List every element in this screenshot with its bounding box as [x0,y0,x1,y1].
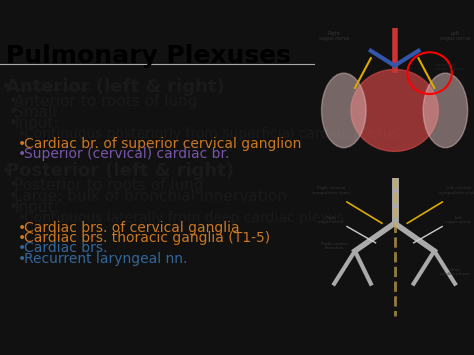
Text: Cardiac brs. thoracic ganglia (T1-5): Cardiac brs. thoracic ganglia (T1-5) [24,231,270,245]
Text: •: • [18,241,26,256]
Text: Large; bulk of bronchial innervation: Large; bulk of bronchial innervation [14,189,287,204]
Text: •: • [18,231,26,245]
Text: •: • [9,116,18,131]
Text: Cardiac brs.: Cardiac brs. [24,241,107,256]
Text: Superficial
cardiac plexus: Superficial cardiac plexus [434,62,464,71]
Text: •: • [18,147,26,162]
Text: Deep
cardiac plexus: Deep cardiac plexus [440,268,470,277]
Text: •: • [18,252,26,266]
Ellipse shape [321,73,366,148]
Text: Cardiac brs. of cervical ganglia: Cardiac brs. of cervical ganglia [24,221,239,235]
Text: •: • [9,189,18,204]
Text: Right cardiac
branches: Right cardiac branches [321,242,348,250]
Text: Left
vagus nerve: Left vagus nerve [440,31,470,41]
Text: Right
vagus nerve: Right vagus nerve [319,215,344,224]
Text: Right cervical
sympathetic chain: Right cervical sympathetic chain [312,186,350,195]
Text: •: • [0,162,11,180]
Text: Anterior to roots of lung: Anterior to roots of lung [14,94,198,109]
Text: Anterior (left & right): Anterior (left & right) [6,78,224,97]
Ellipse shape [423,73,468,148]
Text: •: • [18,137,26,151]
Text: Right
vagus nerve: Right vagus nerve [319,31,349,41]
Text: •: • [18,127,26,141]
Text: •: • [9,200,18,214]
Text: Left
vagus nerve: Left vagus nerve [446,215,471,224]
Text: Pulmonary Plexuses: Pulmonary Plexuses [6,44,291,68]
Text: Continuous laterally from deep cardiac plexus: Continuous laterally from deep cardiac p… [24,211,344,224]
Text: Input:: Input: [14,200,59,214]
Text: Input:: Input: [14,116,59,131]
Text: Posterior (left & right): Posterior (left & right) [6,162,234,180]
Text: •: • [0,78,11,97]
Text: Recurrent laryngeal nn.: Recurrent laryngeal nn. [24,252,187,266]
Text: Continuous posteriorly from superficial cardiac plexus: Continuous posteriorly from superficial … [24,127,399,141]
Text: •: • [18,211,26,224]
Text: Posterior to roots of lung: Posterior to roots of lung [14,178,204,193]
Ellipse shape [351,70,438,152]
Text: Cardiac br. of superior cervical ganglion: Cardiac br. of superior cervical ganglio… [24,137,301,151]
Text: •: • [18,221,26,235]
Text: Small: Small [14,105,57,120]
Text: •: • [9,178,18,193]
Text: Superior (cervical) cardiac br.: Superior (cervical) cardiac br. [24,147,229,162]
Text: •: • [9,94,18,109]
Text: Left cervical
sympathetic chain: Left cervical sympathetic chain [439,186,474,195]
Text: •: • [9,105,18,120]
